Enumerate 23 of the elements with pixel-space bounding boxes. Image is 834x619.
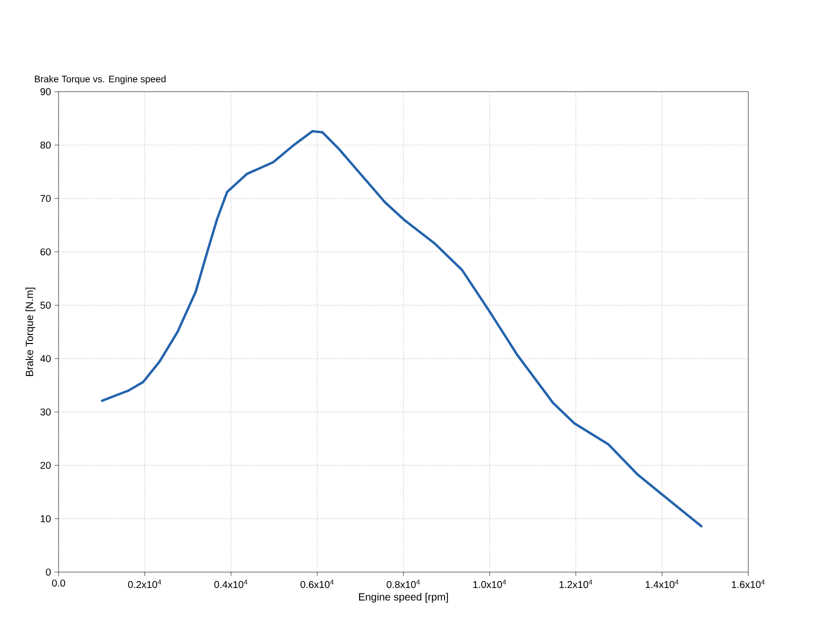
line-series [100, 130, 702, 528]
y-tick-label: 10 [40, 515, 51, 522]
y-tick-label: 80 [40, 142, 51, 149]
x-tick-label: 0.0 [52, 580, 66, 587]
y-tick-label: 40 [40, 355, 51, 362]
x-tick-label: 1.4x10$^{4}$ [646, 580, 678, 588]
x-tick-label: 1.2x10$^{4}$ [560, 580, 592, 588]
x-axis-title: Engine speed [rpm] [359, 592, 448, 603]
x-tick-label: 1.0x10$^{4}$ [473, 580, 506, 588]
x-tick-label: 1.6x10$^{4}$ [732, 580, 765, 588]
y-tick-label: 60 [40, 248, 51, 256]
x-tick-label: 0.4x10$^{4}$ [214, 580, 248, 588]
x-tick-label: 0.8x10$^{4}$ [386, 580, 420, 588]
y-tick-label: 0 [46, 568, 51, 576]
y-tick-label: 20 [40, 462, 51, 469]
y-tick-label: 90 [40, 88, 51, 96]
x-tick-label: 0.2x10$^{4}$ [128, 580, 162, 588]
y-tick-label: 30 [40, 408, 51, 416]
chart-title: Brake Torque vs. Engine speed [34, 75, 166, 84]
x-tick-label: 0.6x10$^{4}$ [300, 580, 334, 588]
y-tick-label: 70 [40, 194, 51, 202]
y-axis-title: Brake Torque [N.m] [25, 288, 36, 376]
y-tick-label: 50 [40, 302, 51, 309]
